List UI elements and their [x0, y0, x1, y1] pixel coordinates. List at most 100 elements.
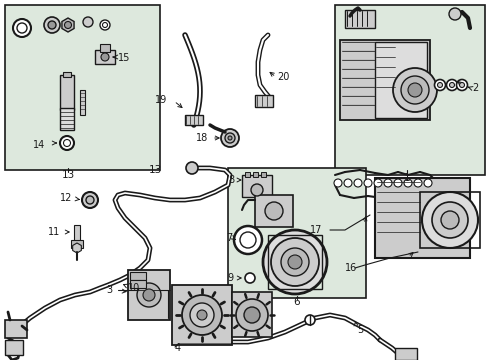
Circle shape [288, 255, 302, 269]
Circle shape [401, 76, 429, 104]
Bar [60, 75, 74, 110]
Circle shape [245, 273, 255, 283]
Text: 18: 18 [196, 133, 208, 143]
Circle shape [65, 22, 72, 28]
Circle shape [263, 230, 327, 294]
Circle shape [82, 192, 98, 208]
Bar [255, 95, 273, 107]
Text: 5: 5 [357, 325, 363, 335]
Circle shape [244, 307, 260, 323]
Circle shape [60, 136, 74, 150]
Bar [172, 285, 232, 345]
Bar [340, 40, 430, 120]
Circle shape [100, 20, 110, 30]
Circle shape [414, 179, 422, 187]
Bar [345, 10, 375, 28]
Circle shape [83, 17, 93, 27]
Circle shape [182, 295, 222, 335]
Circle shape [240, 232, 256, 248]
Circle shape [234, 226, 262, 254]
Circle shape [186, 162, 198, 174]
Text: 6: 6 [294, 297, 300, 307]
Bar [335, 5, 485, 175]
Text: 17: 17 [310, 225, 322, 235]
Bar [71, 240, 83, 248]
Circle shape [197, 310, 207, 320]
Bar [63, 72, 71, 77]
Circle shape [457, 80, 467, 90]
Text: 10: 10 [128, 283, 140, 293]
Text: 2: 2 [472, 83, 478, 93]
Circle shape [438, 82, 442, 87]
Circle shape [44, 17, 60, 33]
Circle shape [408, 83, 422, 97]
Circle shape [374, 179, 382, 187]
Circle shape [137, 283, 161, 307]
Bar [242, 175, 272, 197]
Text: 3: 3 [106, 285, 112, 295]
Bar [130, 272, 146, 280]
Text: 12: 12 [60, 193, 72, 203]
Circle shape [449, 8, 461, 20]
Circle shape [435, 80, 445, 90]
Text: 11: 11 [48, 227, 60, 237]
Bar [130, 280, 146, 288]
Circle shape [394, 179, 402, 187]
Text: 1: 1 [404, 173, 410, 183]
Bar [228, 168, 366, 298]
Circle shape [64, 140, 71, 147]
Circle shape [446, 80, 458, 90]
Circle shape [281, 248, 309, 276]
Circle shape [143, 289, 155, 301]
Bar [245, 172, 250, 177]
Circle shape [86, 196, 94, 204]
Circle shape [334, 179, 342, 187]
Bar [420, 192, 480, 248]
Circle shape [271, 238, 319, 286]
Circle shape [13, 19, 31, 37]
Bar [268, 235, 322, 289]
Text: 16: 16 [345, 263, 357, 273]
Circle shape [364, 179, 372, 187]
Bar [255, 195, 293, 227]
Text: 4: 4 [175, 343, 181, 353]
Circle shape [449, 82, 455, 87]
Text: 7: 7 [226, 233, 232, 243]
Circle shape [305, 315, 315, 325]
Circle shape [432, 202, 468, 238]
Text: 13: 13 [61, 170, 74, 180]
Circle shape [48, 21, 56, 29]
Bar [375, 42, 427, 118]
Polygon shape [62, 18, 74, 32]
Bar [100, 44, 110, 52]
Text: 15: 15 [118, 53, 130, 63]
Text: 14: 14 [33, 140, 45, 150]
Circle shape [236, 299, 268, 331]
Bar [60, 108, 74, 130]
Circle shape [354, 179, 362, 187]
Circle shape [17, 23, 27, 33]
Circle shape [228, 136, 232, 140]
Bar [261, 172, 266, 177]
Text: 19: 19 [155, 95, 167, 105]
Circle shape [422, 192, 478, 248]
Circle shape [384, 179, 392, 187]
Bar [5, 340, 23, 355]
Circle shape [441, 211, 459, 229]
Circle shape [225, 133, 235, 143]
Bar [253, 172, 258, 177]
Circle shape [102, 23, 107, 27]
Bar [80, 90, 85, 115]
Circle shape [221, 129, 239, 147]
Circle shape [424, 179, 432, 187]
Bar [5, 5, 160, 170]
Text: 9: 9 [227, 273, 233, 283]
Text: 8: 8 [228, 175, 234, 185]
Bar [185, 115, 203, 125]
Text: 20: 20 [277, 72, 290, 82]
Bar [395, 348, 417, 360]
Circle shape [101, 53, 109, 61]
Bar [128, 270, 170, 320]
Polygon shape [73, 243, 81, 253]
Circle shape [265, 202, 283, 220]
